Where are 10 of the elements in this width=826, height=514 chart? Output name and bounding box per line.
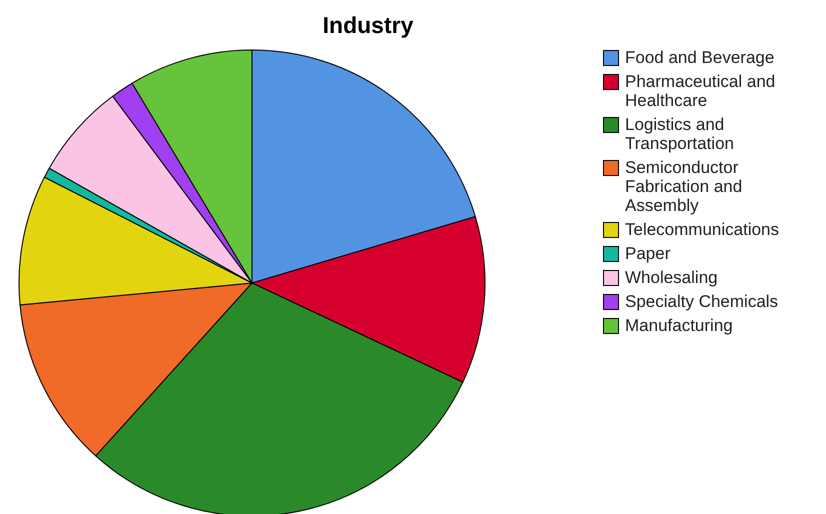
legend-label: Paper xyxy=(625,244,670,263)
legend-label: Semiconductor Fabrication and Assembly xyxy=(625,158,744,215)
chart-title: Industry xyxy=(322,12,414,39)
legend-label: Manufacturing xyxy=(625,316,733,335)
legend-label: Pharmaceutical and Healthcare xyxy=(625,72,776,110)
legend-label: Logistics and Transportation xyxy=(625,115,735,153)
legend-label: Wholesaling xyxy=(625,268,718,287)
legend-label: Telecommunications xyxy=(625,220,780,239)
legend-label: Food and Beverage xyxy=(625,48,774,67)
legend-label: Specialty Chemicals xyxy=(625,292,778,311)
